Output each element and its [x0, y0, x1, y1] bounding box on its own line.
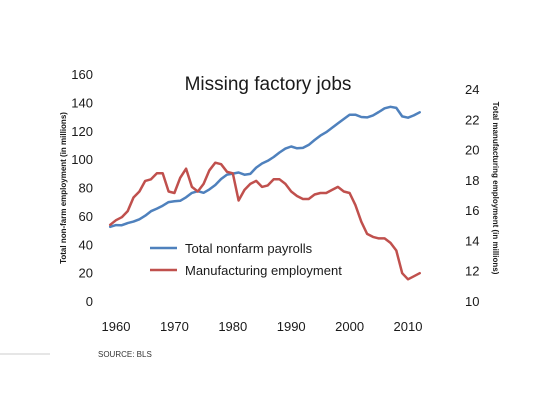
right-tick-label: 12: [465, 264, 479, 279]
right-tick-label: 18: [465, 173, 479, 188]
right-tick-label: 14: [465, 233, 479, 248]
x-axis-ticks: 1960 1970 1980 1990 2000 2010: [102, 319, 423, 334]
left-tick-label: 120: [71, 124, 93, 139]
nonfarm-payrolls-line: [108, 105, 421, 229]
x-tick-label: 1960: [102, 319, 131, 334]
left-tick-label: 20: [79, 266, 93, 281]
legend: Total nonfarm payrolls Manufacturing empl…: [150, 241, 342, 278]
chart-title: Missing factory jobs: [185, 74, 352, 95]
source-note: SOURCE: BLS: [98, 350, 152, 359]
legend-label-nonfarm: Total nonfarm payrolls: [185, 241, 313, 256]
x-tick-label: 2000: [335, 319, 364, 334]
legend-label-manufacturing: Manufacturing employment: [185, 263, 342, 278]
left-tick-label: 100: [71, 152, 93, 167]
series-layer: [108, 105, 421, 281]
left-tick-label: 160: [71, 67, 93, 82]
right-axis-title: Total manufacturing employment (in milli…: [491, 102, 500, 275]
manufacturing-employment-line: [108, 161, 421, 281]
right-tick-label: 24: [465, 82, 479, 97]
x-tick-label: 1970: [160, 319, 189, 334]
left-tick-label: 0: [86, 294, 93, 309]
right-tick-label: 10: [465, 294, 479, 309]
x-tick-label: 1990: [277, 319, 306, 334]
right-tick-label: 22: [465, 112, 479, 127]
left-tick-label: 60: [79, 209, 93, 224]
left-tick-label: 40: [79, 237, 93, 252]
right-tick-label: 20: [465, 143, 479, 158]
x-tick-label: 1980: [218, 319, 247, 334]
right-axis-ticks: 10 12 14 16 18 20 22 24: [465, 82, 479, 309]
right-tick-label: 16: [465, 203, 479, 218]
left-axis-ticks: 0 20 40 60 80 100 120 140 160: [71, 67, 93, 309]
left-tick-label: 140: [71, 95, 93, 110]
left-tick-label: 80: [79, 181, 93, 196]
x-tick-label: 2010: [394, 319, 423, 334]
left-axis-title: Total non-farm employment (in millions): [59, 112, 68, 264]
